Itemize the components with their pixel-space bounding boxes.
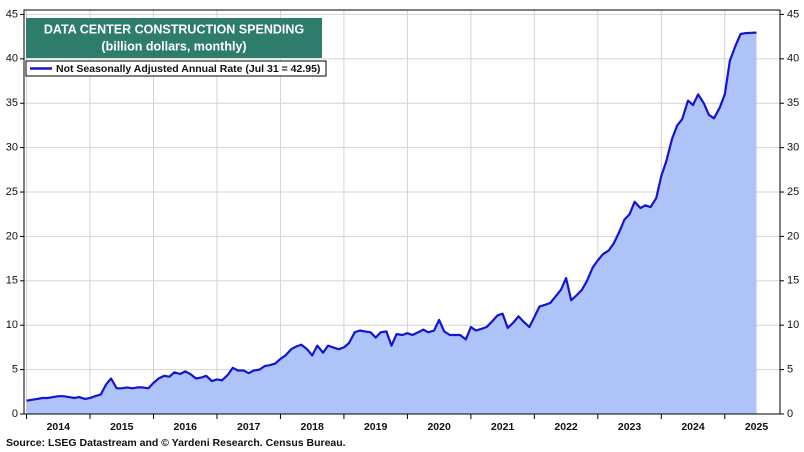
y2-tick-label: 25 — [787, 186, 799, 198]
y-tick-label: 35 — [6, 97, 18, 109]
area — [26, 32, 757, 414]
y2-tick-label: 45 — [787, 8, 799, 20]
y-tick-label: 10 — [6, 319, 18, 331]
x-tick-label: 2017 — [237, 421, 261, 433]
y-tick-label: 40 — [6, 53, 18, 65]
chart-title: DATA CENTER CONSTRUCTION SPENDING — [44, 22, 304, 36]
y2-tick-label: 15 — [787, 275, 799, 287]
x-tick-label: 2015 — [110, 421, 134, 433]
x-tick-label: 2022 — [554, 421, 578, 433]
title-box — [26, 18, 322, 58]
x-tick-label: 2014 — [47, 421, 71, 433]
x-tick-label: 2025 — [745, 421, 769, 433]
legend-box — [25, 60, 327, 77]
y-tick-label: 5 — [12, 364, 18, 376]
y2-tick-label: 5 — [787, 364, 793, 376]
chart-subtitle: (billion dollars, monthly) — [101, 39, 246, 53]
y2-tick-label: 30 — [787, 142, 799, 154]
source-note: Source: LSEG Datastream and © Yardeni Re… — [6, 437, 346, 449]
y-tick-label: 15 — [6, 275, 18, 287]
x-tick-label: 2024 — [681, 421, 705, 433]
x-tick-label: 2019 — [364, 421, 388, 433]
plot — [24, 10, 780, 415]
y2-tick-label: 35 — [787, 97, 799, 109]
x-tick-label: 2018 — [301, 421, 325, 433]
y-tick-label: 30 — [6, 142, 18, 154]
y2-tick-label: 20 — [787, 230, 799, 242]
y2-tick-label: 10 — [787, 319, 799, 331]
y2-tick-label: 40 — [787, 53, 799, 65]
x-tick-label: 2021 — [491, 421, 515, 433]
y-tick-label: 0 — [12, 408, 18, 420]
y-tick-label: 45 — [6, 8, 18, 20]
x-tick-label: 2023 — [618, 421, 642, 433]
x-tick-label: 2016 — [174, 421, 198, 433]
plot-frame — [23, 9, 781, 415]
y2-tick-label: 0 — [787, 408, 793, 420]
y-tick-label: 25 — [6, 186, 18, 198]
y-tick-label: 20 — [6, 230, 18, 242]
line — [26, 31, 757, 402]
legend-label: Not Seasonally Adjusted Annual Rate (Jul… — [56, 63, 320, 75]
x-tick-label: 2020 — [427, 421, 451, 433]
